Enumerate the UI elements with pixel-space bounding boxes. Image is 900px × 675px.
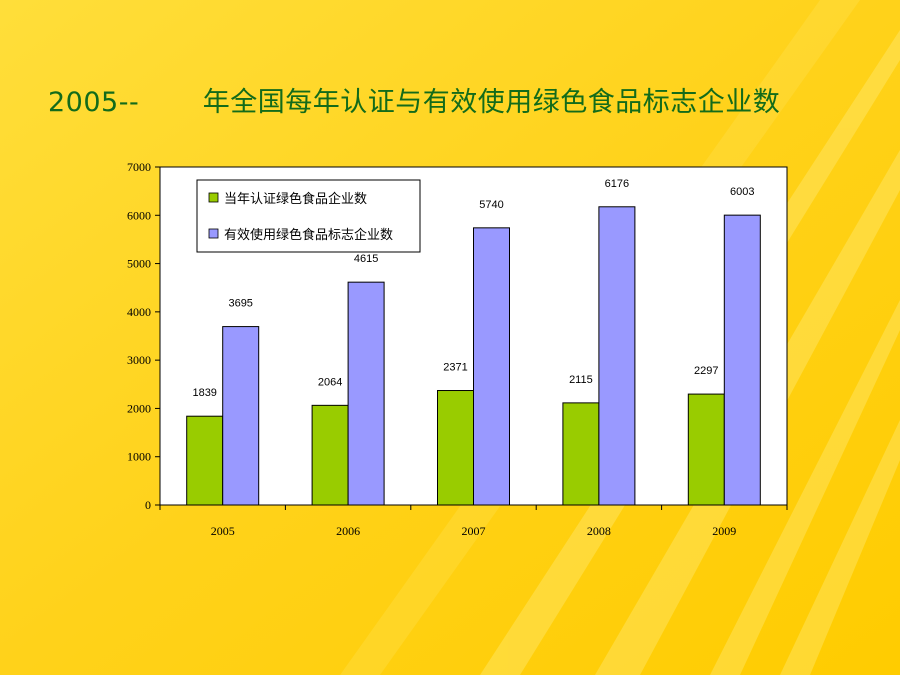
legend-label-series-1: 当年认证绿色食品企业数 [224, 191, 367, 207]
y-tick-label: 7000 [127, 160, 151, 174]
y-tick-label: 3000 [127, 353, 151, 367]
data-label-series-1: 2297 [694, 365, 718, 377]
bar-series-1 [311, 404, 349, 506]
y-tick-label: 6000 [127, 208, 151, 222]
legend-label-series-2: 有效使用绿色食品标志企业数 [224, 227, 393, 243]
bar-series-2 [347, 281, 385, 506]
data-label-series-1: 1839 [192, 387, 216, 399]
y-tick-label: 0 [145, 498, 151, 512]
x-axis: 2005 2006 2007 2008 2009 [159, 505, 788, 538]
data-label-series-2: 6176 [605, 178, 629, 190]
bars [186, 206, 761, 506]
legend-box [196, 179, 421, 253]
y-tick-label: 5000 [127, 257, 151, 271]
bar-series-2 [598, 206, 636, 506]
x-tick-label: 2009 [712, 524, 736, 538]
y-tick-label: 2000 [127, 401, 151, 415]
bar-series-2 [222, 326, 260, 506]
x-tick-label: 2008 [587, 524, 611, 538]
data-label-series-2: 3695 [228, 298, 252, 310]
bar-series-1 [186, 415, 224, 506]
data-label-series-1: 2371 [443, 362, 467, 374]
legend: 当年认证绿色食品企业数 有效使用绿色食品标志企业数 [196, 179, 421, 253]
legend-swatch-series-2 [208, 228, 219, 239]
legend-swatch-series-1 [208, 192, 219, 203]
bar-series-2 [473, 227, 510, 506]
data-label-series-2: 5740 [479, 199, 503, 211]
x-tick-label: 2006 [336, 524, 360, 538]
bar-series-1 [562, 402, 600, 506]
data-labels: 1839 2064 2371 2115 2297 3695 4615 5740 6176 6003 [192, 178, 754, 399]
data-label-series-2: 4615 [354, 253, 378, 265]
x-tick-label: 2005 [211, 524, 235, 538]
bar-series-2 [723, 214, 761, 506]
data-label-series-1: 2115 [569, 374, 593, 386]
x-tick-label: 2007 [462, 524, 486, 538]
slide-title: 2005-- 年全国每年认证与有效使用绿色食品标志企业数 [48, 87, 781, 118]
bar-series-1 [687, 393, 725, 506]
y-tick-label: 4000 [127, 305, 151, 319]
bar-series-1 [437, 390, 474, 506]
data-label-series-1: 2064 [318, 376, 342, 388]
data-label-series-2: 6003 [730, 186, 754, 198]
y-axis: 0 1000 2000 3000 4000 5000 6000 7000 [127, 160, 160, 512]
y-tick-label: 1000 [127, 450, 151, 464]
